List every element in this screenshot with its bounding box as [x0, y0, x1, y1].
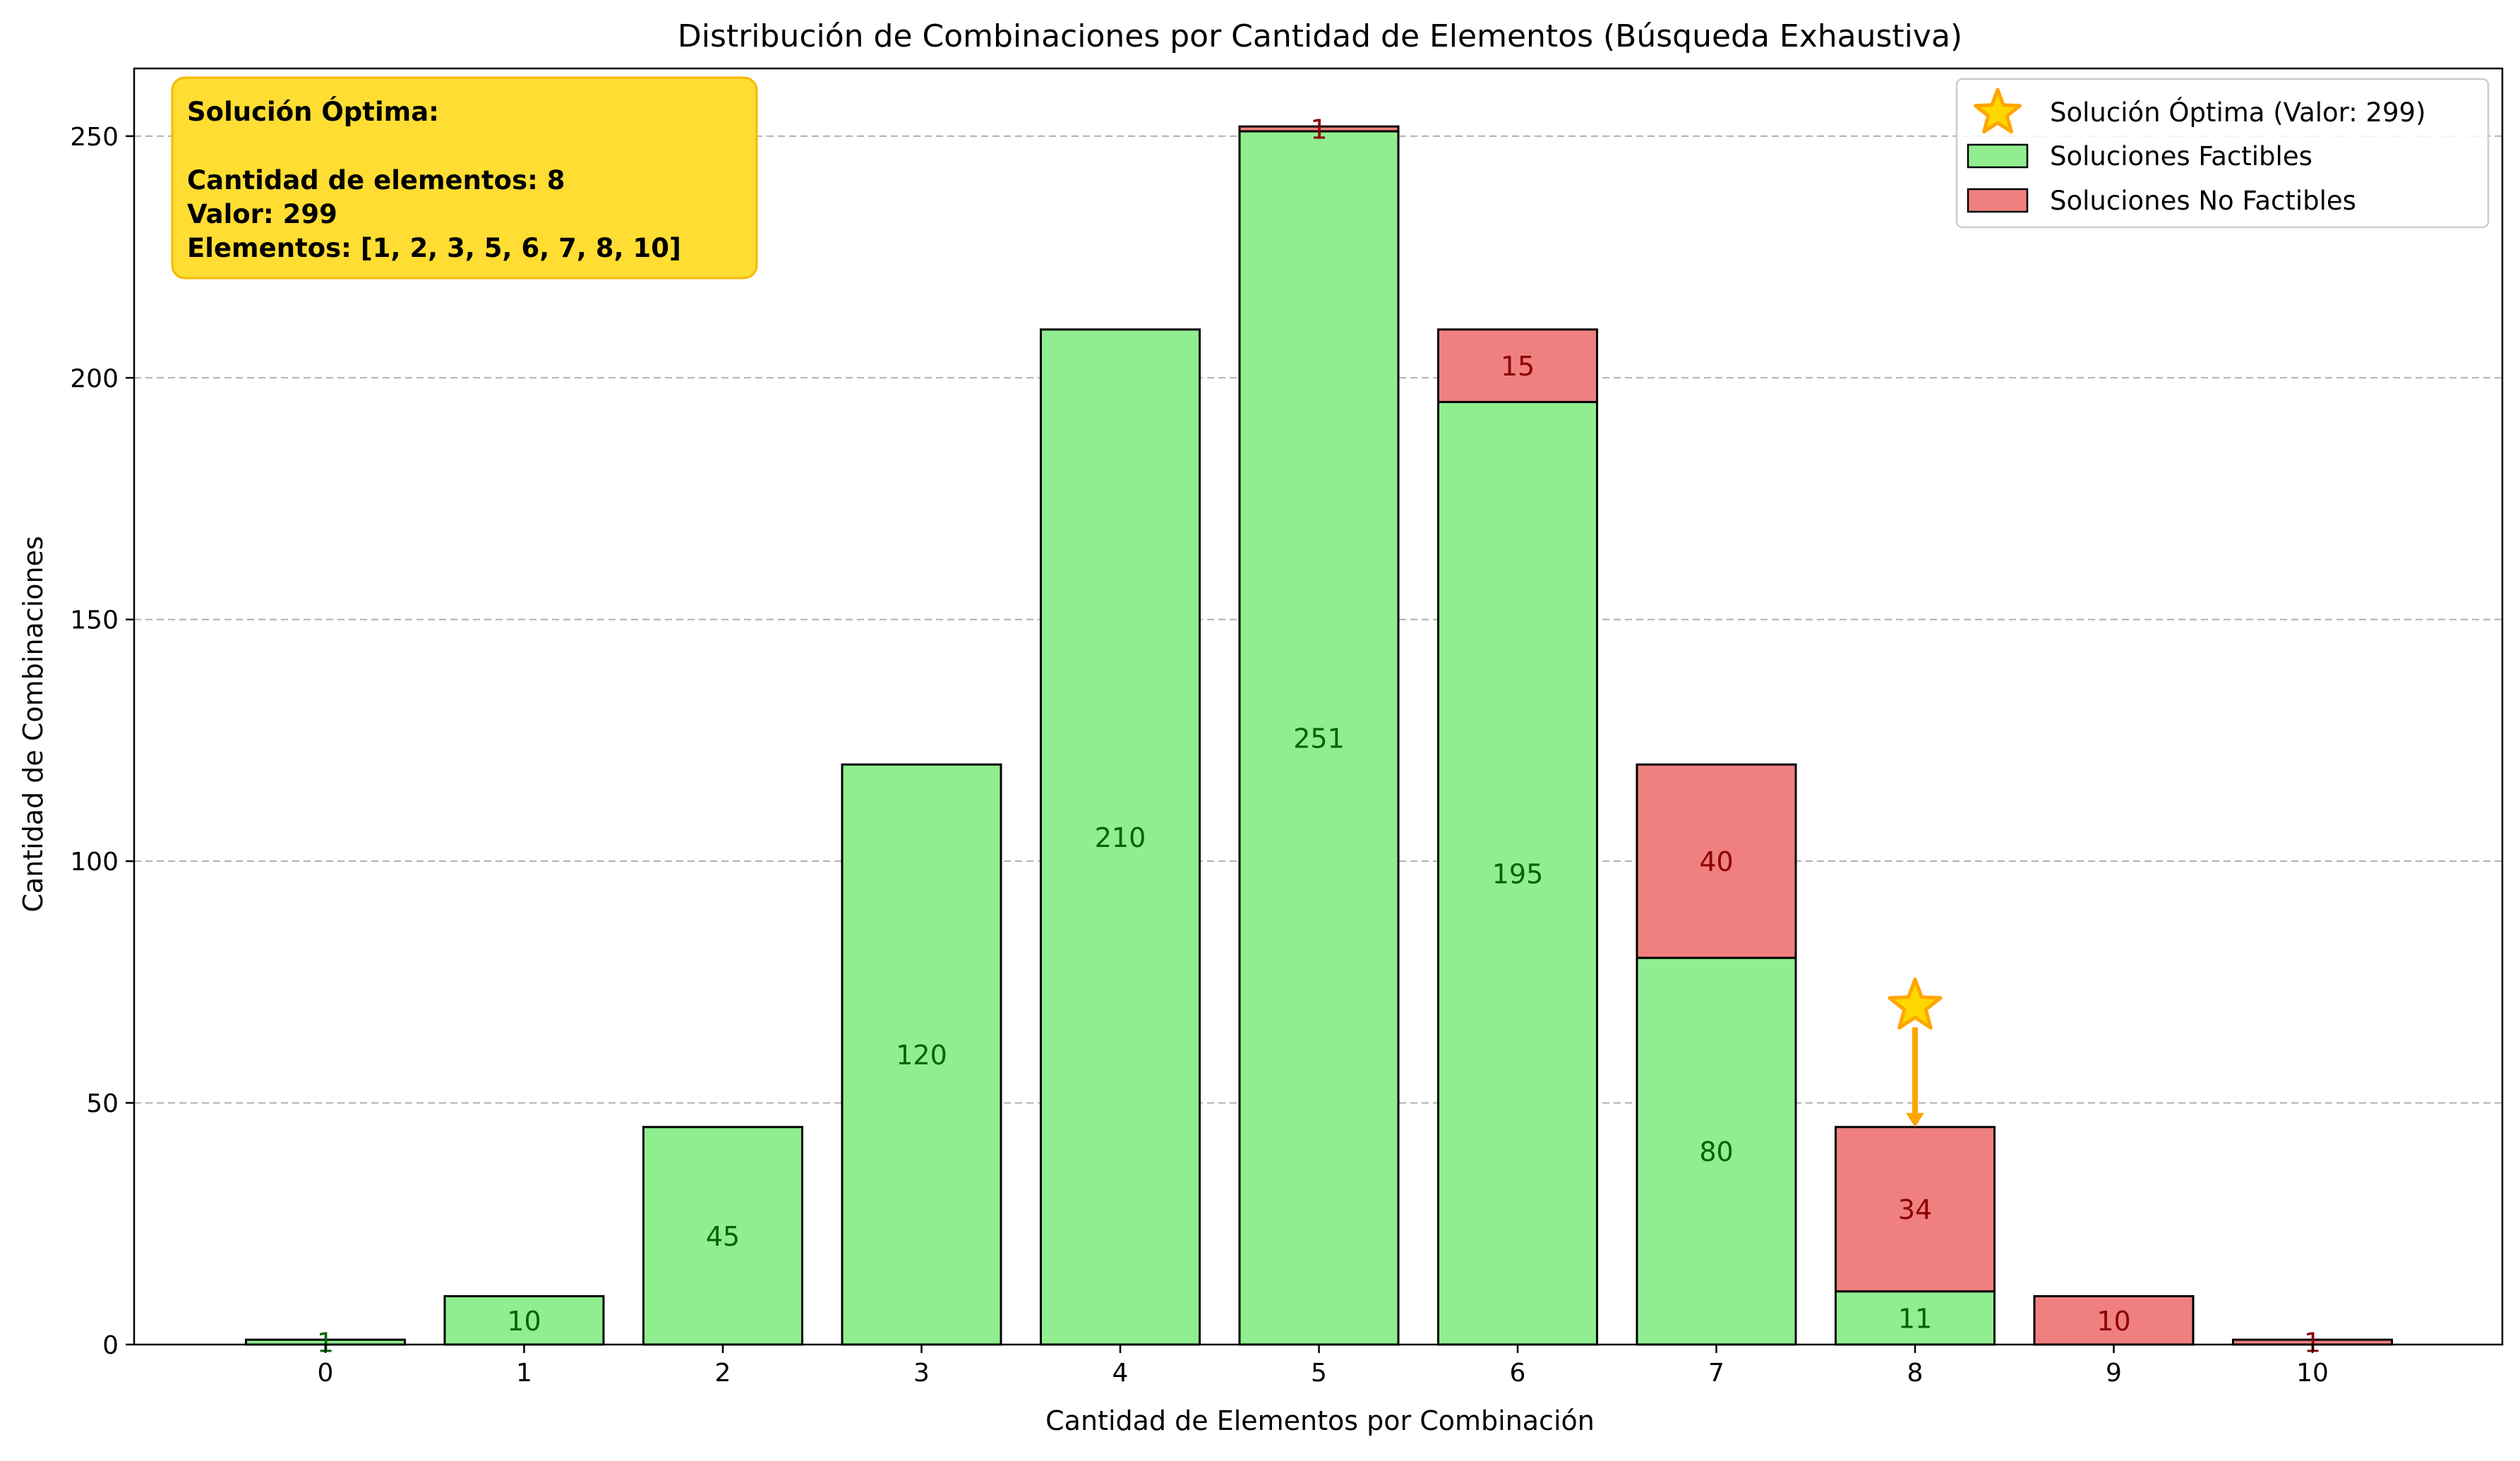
x-tick-label: 3: [913, 1359, 930, 1388]
annotation-line: Cantidad de elementos: 8: [187, 165, 565, 196]
bars: [245, 125, 2393, 1346]
legend-label-no-factible: Soluciones No Factibles: [2050, 186, 2356, 216]
bar-no-factible: [1437, 328, 1598, 404]
y-tick-label: 250: [70, 123, 119, 152]
x-tick-label: 5: [1311, 1359, 1327, 1388]
optimal-arrow-head: [1906, 1112, 1924, 1127]
bar-factible: [443, 1295, 605, 1346]
bar-factible: [1040, 328, 1201, 1346]
bar-label-factible: 80: [1699, 1136, 1733, 1167]
optimal-solution-annotation: Solución Óptima: Cantidad de elementos: 8…: [171, 76, 758, 279]
legend: Solución Óptima (Valor: 299) Soluciones F…: [1955, 78, 2490, 229]
annotation-line: Valor: 299: [187, 199, 337, 229]
bar-no-factible: [2033, 1295, 2195, 1346]
y-tick-label: 50: [86, 1090, 119, 1119]
bar-label-factible: 45: [706, 1221, 740, 1252]
bar-label-factible: 120: [896, 1040, 947, 1071]
legend-star-icon: [1974, 88, 2022, 134]
y-tick-label: 150: [70, 606, 119, 635]
bar-no-factible: [1636, 763, 1797, 959]
x-tick-label: 9: [2106, 1359, 2122, 1388]
y-axis-label: Cantidad de Combinaciones: [18, 536, 49, 912]
bar-label-no-factible: 34: [1898, 1194, 1932, 1225]
bar-label-no-factible: 1: [2304, 1328, 2321, 1359]
x-tick-label: 4: [1112, 1359, 1129, 1388]
x-tick-label: 7: [1708, 1359, 1724, 1388]
x-tick-label: 2: [715, 1359, 731, 1388]
bar-label-factible: 195: [1492, 858, 1544, 889]
optimal-marker: [1888, 978, 1943, 1127]
x-tick-label: 8: [1907, 1359, 1924, 1388]
bar-label-factible: 210: [1095, 822, 1146, 853]
chart-title: Distribución de Combinaciones por Cantid…: [678, 18, 1962, 54]
bar-labels: 1 10 45 120 210 251 1 195 15 80 40 11 34 10 1: [317, 114, 2321, 1359]
y-tick-label: 0: [102, 1331, 119, 1360]
y-tick-label: 200: [70, 364, 119, 393]
x-tick-label: 10: [2296, 1359, 2329, 1388]
bar-label-no-factible: 1: [1310, 114, 1327, 145]
bar-label-factible: 10: [507, 1306, 541, 1337]
star-icon: [1888, 978, 1943, 1030]
bar-no-factible: [1238, 125, 1400, 133]
legend-swatch-no-factible: [1967, 188, 2029, 213]
bar-label-factible: 1: [317, 1328, 334, 1359]
legend-label-factible: Soluciones Factibles: [2050, 141, 2312, 172]
bar-factible: [841, 763, 1002, 1346]
x-tick-label: 0: [318, 1359, 334, 1388]
bar-label-no-factible: 40: [1699, 846, 1733, 877]
legend-box: [1955, 78, 2490, 229]
bar-label-factible: 251: [1293, 723, 1345, 754]
legend-label-optimal: Solución Óptima (Valor: 299): [2050, 97, 2426, 128]
bar-label-no-factible: 15: [1501, 351, 1535, 382]
annotation-box: [171, 76, 758, 279]
x-tick-label: 1: [516, 1359, 532, 1388]
annotation-line: Elementos: [1, 2, 3, 5, 6, 7, 8, 10]: [187, 233, 681, 263]
annotation-line: Solución Óptima:: [187, 96, 439, 127]
legend-swatch-factible: [1967, 143, 2029, 169]
bar-label-no-factible: 10: [2096, 1306, 2130, 1337]
bar-label-factible: 11: [1898, 1303, 1932, 1334]
y-tick-label: 100: [70, 848, 119, 877]
x-tick-label: 6: [1510, 1359, 1526, 1388]
x-axis-label: Cantidad de Elementos por Combinación: [1045, 1405, 1595, 1436]
